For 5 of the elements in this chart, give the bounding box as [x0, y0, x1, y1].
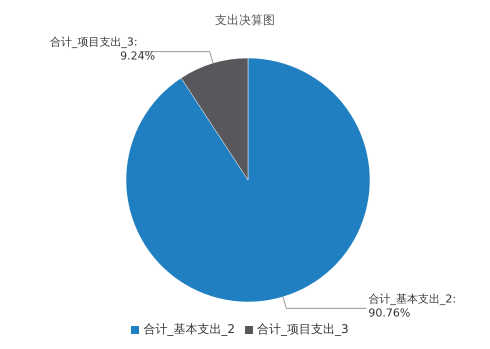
- chart-title: 支出决算图: [214, 12, 276, 29]
- data-label: 合计_基本支出_2: 90.76%: [368, 292, 456, 320]
- legend-label: 合计_项目支出_3: [257, 322, 349, 336]
- data-label: 合计_项目支出_3: 9.24%: [50, 36, 156, 63]
- legend-label: 合计_基本支出_2: [143, 322, 235, 336]
